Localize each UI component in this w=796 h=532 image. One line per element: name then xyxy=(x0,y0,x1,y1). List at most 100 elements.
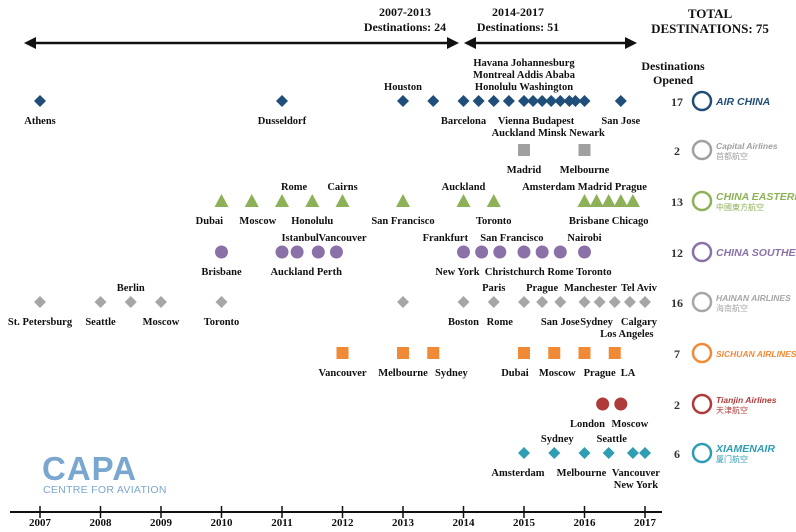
destination-label: Seattle xyxy=(597,434,628,445)
data-point-diamond xyxy=(578,95,591,107)
destination-label: Sydney xyxy=(541,434,574,445)
airline-logo-emblem xyxy=(691,90,713,112)
data-point-square xyxy=(397,347,409,359)
destination-label: Vancouver xyxy=(318,233,366,244)
destination-label: San Jose xyxy=(601,116,640,127)
data-point-square xyxy=(518,347,530,359)
destination-label: Moscow xyxy=(539,368,576,379)
data-point-square xyxy=(518,144,530,156)
data-point-diamond xyxy=(569,95,582,107)
destination-count: 13 xyxy=(671,195,683,209)
destination-label: New York xyxy=(614,480,658,491)
destination-label: Havana Johannesburg xyxy=(473,58,575,69)
data-point-diamond xyxy=(34,296,46,308)
destination-label: Moscow xyxy=(612,419,649,430)
destination-label: San Francisco xyxy=(480,233,543,244)
x-tick-label: 2010 xyxy=(211,517,234,529)
x-tick-label: 2008 xyxy=(90,517,113,529)
destination-label: Vienna Budapest xyxy=(498,116,575,127)
data-point-diamond xyxy=(639,447,651,459)
period2-destinations: Destinations: 51 xyxy=(477,20,559,34)
period1-label: 2007-2013 xyxy=(379,5,431,19)
data-point-triangle xyxy=(305,194,320,207)
destination-label: Melbourne xyxy=(557,468,607,479)
period2-label: 2014-2017 xyxy=(492,5,544,19)
destination-label: Vancouver xyxy=(318,368,366,379)
data-point-circle xyxy=(275,245,289,259)
destination-label: Sydney xyxy=(580,317,613,328)
airline-logo-name: AIR CHINA xyxy=(715,96,770,108)
destination-label: Melbourne xyxy=(378,368,428,379)
destination-label: Prague xyxy=(526,283,558,294)
data-point-diamond xyxy=(276,95,288,107)
data-point-diamond xyxy=(155,296,167,308)
airline-logo-emblem xyxy=(691,442,713,464)
destination-label: Madrid xyxy=(507,165,542,176)
data-point-diamond xyxy=(518,447,530,459)
data-point-diamond xyxy=(34,95,46,107)
destination-label: Dusseldorf xyxy=(258,116,307,127)
destination-label: Calgary xyxy=(621,317,658,328)
destination-label: Christchurch Rome Toronto xyxy=(485,267,612,278)
data-point-triangle xyxy=(589,194,604,207)
data-point-square xyxy=(336,347,349,359)
destination-label: Honolulu xyxy=(291,216,333,227)
airline-logo-name: XIAMENAIR xyxy=(715,443,775,455)
period1-destinations: Destinations: 24 xyxy=(364,20,446,34)
destination-label: Paris xyxy=(482,283,505,294)
data-point-circle xyxy=(475,245,489,259)
data-point-circle xyxy=(517,245,531,259)
airline-logo-name: CHINA EASTERN xyxy=(716,191,796,203)
x-tick-label: 2012 xyxy=(332,517,355,529)
data-point-circle xyxy=(578,245,591,259)
x-tick-label: 2011 xyxy=(271,517,292,529)
data-point-square xyxy=(608,347,621,359)
destination-label: San Francisco xyxy=(371,216,434,227)
destination-label: Auckland Perth xyxy=(270,267,342,278)
data-point-diamond xyxy=(457,296,470,308)
destination-label: Toronto xyxy=(204,317,240,328)
total-destinations: DESTINATIONS: 75 xyxy=(651,21,769,36)
data-point-diamond xyxy=(626,447,639,459)
destination-label: Frankfurt xyxy=(423,233,469,244)
destination-label: Dubai xyxy=(501,368,529,379)
airline-logo: SICHUAN AIRLINES xyxy=(691,342,796,364)
airline-logo-emblem xyxy=(691,139,713,161)
destination-label: Los Angeles xyxy=(600,329,653,340)
data-point-circle xyxy=(596,397,610,411)
destination-label: Berlin xyxy=(117,283,145,294)
data-point-diamond xyxy=(602,447,615,459)
data-point-diamond xyxy=(578,296,591,308)
data-point-diamond xyxy=(639,296,651,308)
data-point-diamond xyxy=(536,296,549,308)
airline-logo-emblem xyxy=(691,342,713,364)
x-axis-ticks: 2007 2008 2009 2010 2011 2012 2013 2014 2015 2016… xyxy=(29,506,657,529)
period2-arrow xyxy=(464,37,637,49)
destination-label: San Jose xyxy=(541,317,580,328)
airline-logo-emblem xyxy=(691,291,713,313)
destination-label: Amsterdam Madrid Prague xyxy=(522,182,647,193)
destination-label: Tel Aviv xyxy=(621,283,658,294)
data-point-square xyxy=(578,144,591,156)
destination-label: Rome xyxy=(281,182,308,193)
data-point-diamond xyxy=(518,95,530,107)
destination-label: Athens xyxy=(24,116,56,127)
data-point-triangle xyxy=(244,194,259,207)
opened-label-2: Opened xyxy=(653,73,693,87)
destination-count: 2 xyxy=(674,144,680,158)
destination-label: Nairobi xyxy=(567,233,601,244)
data-point-diamond xyxy=(397,296,409,308)
destination-label: Amsterdam xyxy=(491,468,544,479)
data-point-triangle xyxy=(613,194,628,207)
airline-logo-subtext: 厦门航空 xyxy=(716,454,748,464)
data-point-circle xyxy=(553,245,567,259)
data-point-triangle xyxy=(275,194,289,207)
airline-logo-emblem xyxy=(691,241,713,263)
data-point-square xyxy=(548,347,561,359)
destination-label: Cairns xyxy=(327,182,357,193)
data-point-triangle xyxy=(486,194,501,207)
data-point-diamond xyxy=(545,95,558,107)
